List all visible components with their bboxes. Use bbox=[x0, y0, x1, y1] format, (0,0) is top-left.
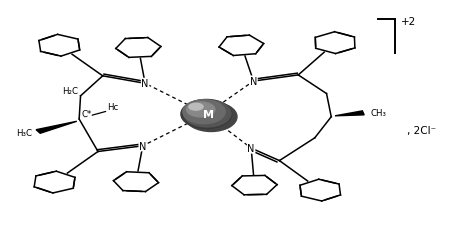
Text: H₃C: H₃C bbox=[16, 128, 32, 138]
Ellipse shape bbox=[189, 104, 203, 111]
Text: N: N bbox=[141, 79, 149, 89]
Text: M: M bbox=[203, 110, 214, 120]
Text: C*: C* bbox=[82, 109, 92, 118]
Ellipse shape bbox=[187, 103, 215, 117]
Text: Hc: Hc bbox=[108, 102, 118, 111]
Ellipse shape bbox=[184, 101, 231, 127]
Ellipse shape bbox=[185, 103, 237, 132]
Text: CH₃: CH₃ bbox=[370, 109, 386, 117]
Text: N: N bbox=[247, 143, 255, 153]
Text: N: N bbox=[139, 141, 146, 151]
Text: H₂C: H₂C bbox=[62, 86, 78, 95]
Text: +2: +2 bbox=[401, 17, 416, 27]
Ellipse shape bbox=[183, 100, 225, 124]
Text: N: N bbox=[250, 77, 257, 87]
Text: , 2Cl⁻: , 2Cl⁻ bbox=[407, 125, 436, 135]
Polygon shape bbox=[335, 111, 364, 116]
Polygon shape bbox=[36, 122, 77, 134]
Ellipse shape bbox=[181, 100, 232, 129]
